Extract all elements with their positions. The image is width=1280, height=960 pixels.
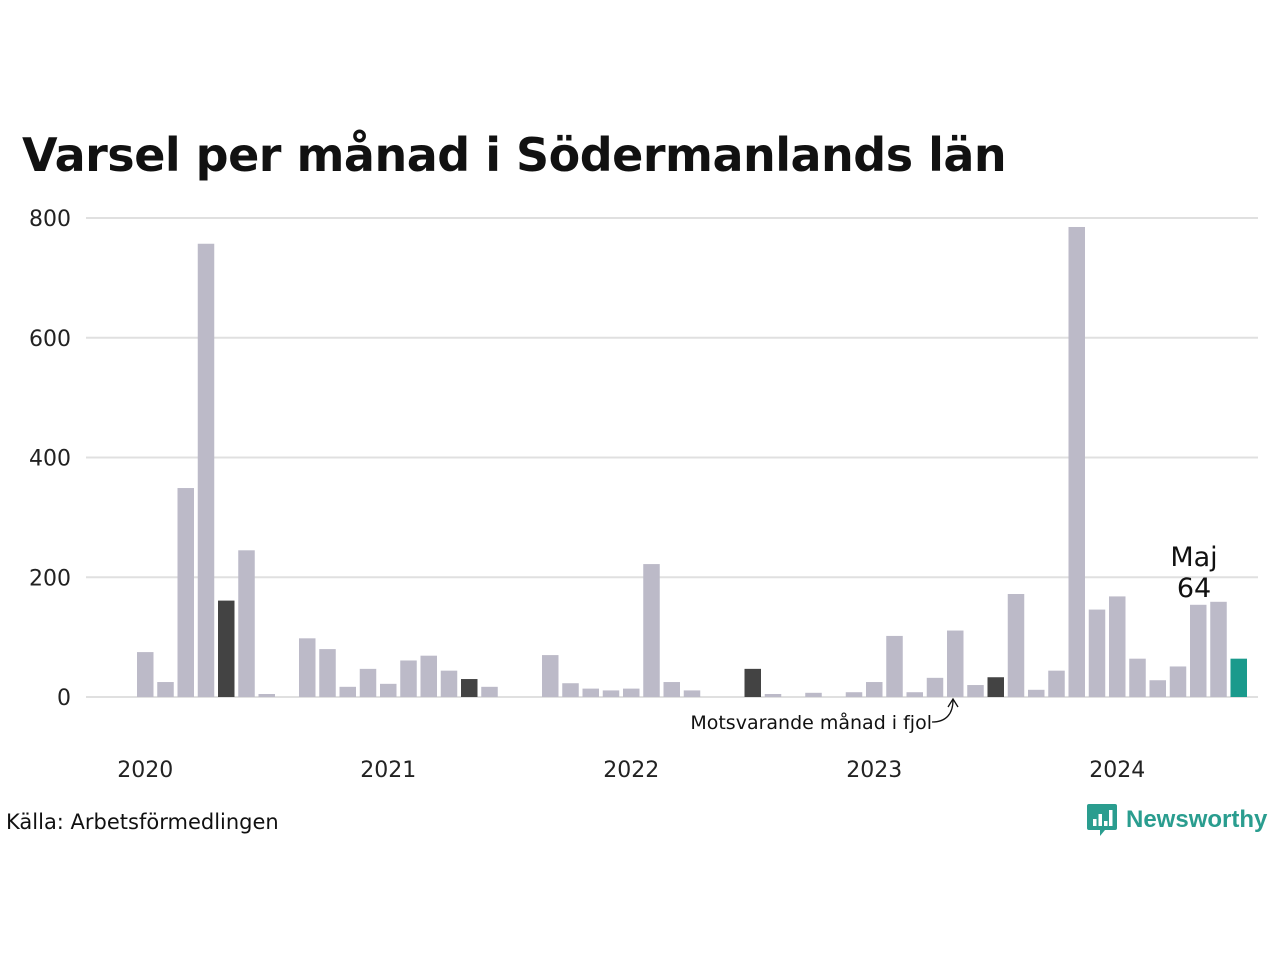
bar	[157, 682, 174, 697]
annotations: Maj 64 Motsvarande månad i fjol	[690, 542, 1217, 734]
bar-chart-speech-bubble-icon	[1087, 804, 1117, 836]
bar	[1149, 680, 1166, 697]
bar	[258, 694, 275, 697]
bar	[238, 550, 255, 697]
bar	[1068, 226, 1085, 697]
bar	[542, 655, 559, 697]
bar	[967, 685, 984, 697]
x-tick-label: 2020	[117, 758, 173, 783]
bar	[1169, 666, 1187, 697]
highlight-month-label: Maj	[1170, 542, 1217, 573]
bar	[582, 688, 599, 697]
bar	[1088, 609, 1106, 697]
bar	[359, 668, 377, 697]
bar-highlight	[1230, 658, 1247, 697]
bar-comparison	[218, 600, 235, 697]
bar	[866, 682, 883, 697]
x-tick-label: 2021	[360, 758, 416, 783]
comparison-arrow-head	[947, 697, 959, 708]
bar	[764, 694, 782, 697]
bar-comparison	[461, 679, 478, 697]
bar	[319, 649, 336, 697]
bar	[1190, 604, 1207, 697]
bar	[947, 630, 964, 697]
x-tick-label: 2022	[603, 758, 659, 783]
bar	[602, 690, 620, 697]
bar	[420, 655, 437, 697]
bar	[1129, 658, 1146, 697]
bar	[623, 688, 640, 697]
bar	[299, 638, 316, 697]
y-tick-label: 400	[29, 447, 71, 472]
logo-text: Newsworthy	[1126, 806, 1268, 833]
x-tick-label: 2023	[846, 758, 902, 783]
newsworthy-logo: Newsworthy	[1086, 802, 1267, 838]
bar	[926, 677, 944, 697]
bar	[481, 686, 498, 697]
bar	[906, 692, 923, 697]
bar	[339, 686, 356, 697]
bar	[440, 670, 458, 697]
bar	[886, 635, 903, 697]
bar	[562, 683, 579, 697]
highlight-value-label: 64	[1177, 573, 1211, 604]
x-tick-label: 2024	[1089, 758, 1145, 783]
bar	[380, 683, 397, 697]
bar	[805, 692, 822, 697]
bar	[197, 243, 215, 697]
bar	[663, 682, 680, 697]
comparison-annotation: Motsvarande månad i fjol	[690, 711, 932, 734]
bars	[137, 226, 1247, 697]
bar	[845, 692, 863, 697]
y-tick-label: 800	[29, 207, 71, 232]
bar	[400, 660, 417, 697]
source-note: Källa: Arbetsförmedlingen	[6, 810, 279, 834]
comparison-annotation-arrow	[931, 699, 954, 723]
bar-comparison	[987, 677, 1004, 697]
bar	[1210, 601, 1227, 697]
bar	[1048, 670, 1065, 697]
bar	[1007, 594, 1025, 697]
y-axis: 0 200 400 600 800	[29, 207, 71, 711]
bar	[643, 564, 660, 697]
bar-comparison	[744, 668, 761, 697]
y-tick-label: 600	[29, 327, 71, 352]
bar	[177, 488, 194, 697]
y-tick-label: 0	[57, 686, 71, 711]
bar-chart: 0 200 400 600 800 2020 2021 2022 2023 2024 Maj 6…	[29, 207, 1258, 783]
chart-title: Varsel per månad i Södermanlands län	[22, 128, 1007, 182]
bar	[683, 690, 701, 697]
bar	[1028, 689, 1045, 697]
x-axis: 2020 2021 2022 2023 2024	[117, 758, 1145, 783]
bar	[137, 652, 154, 697]
bar	[1109, 596, 1126, 697]
y-tick-label: 200	[29, 566, 71, 591]
